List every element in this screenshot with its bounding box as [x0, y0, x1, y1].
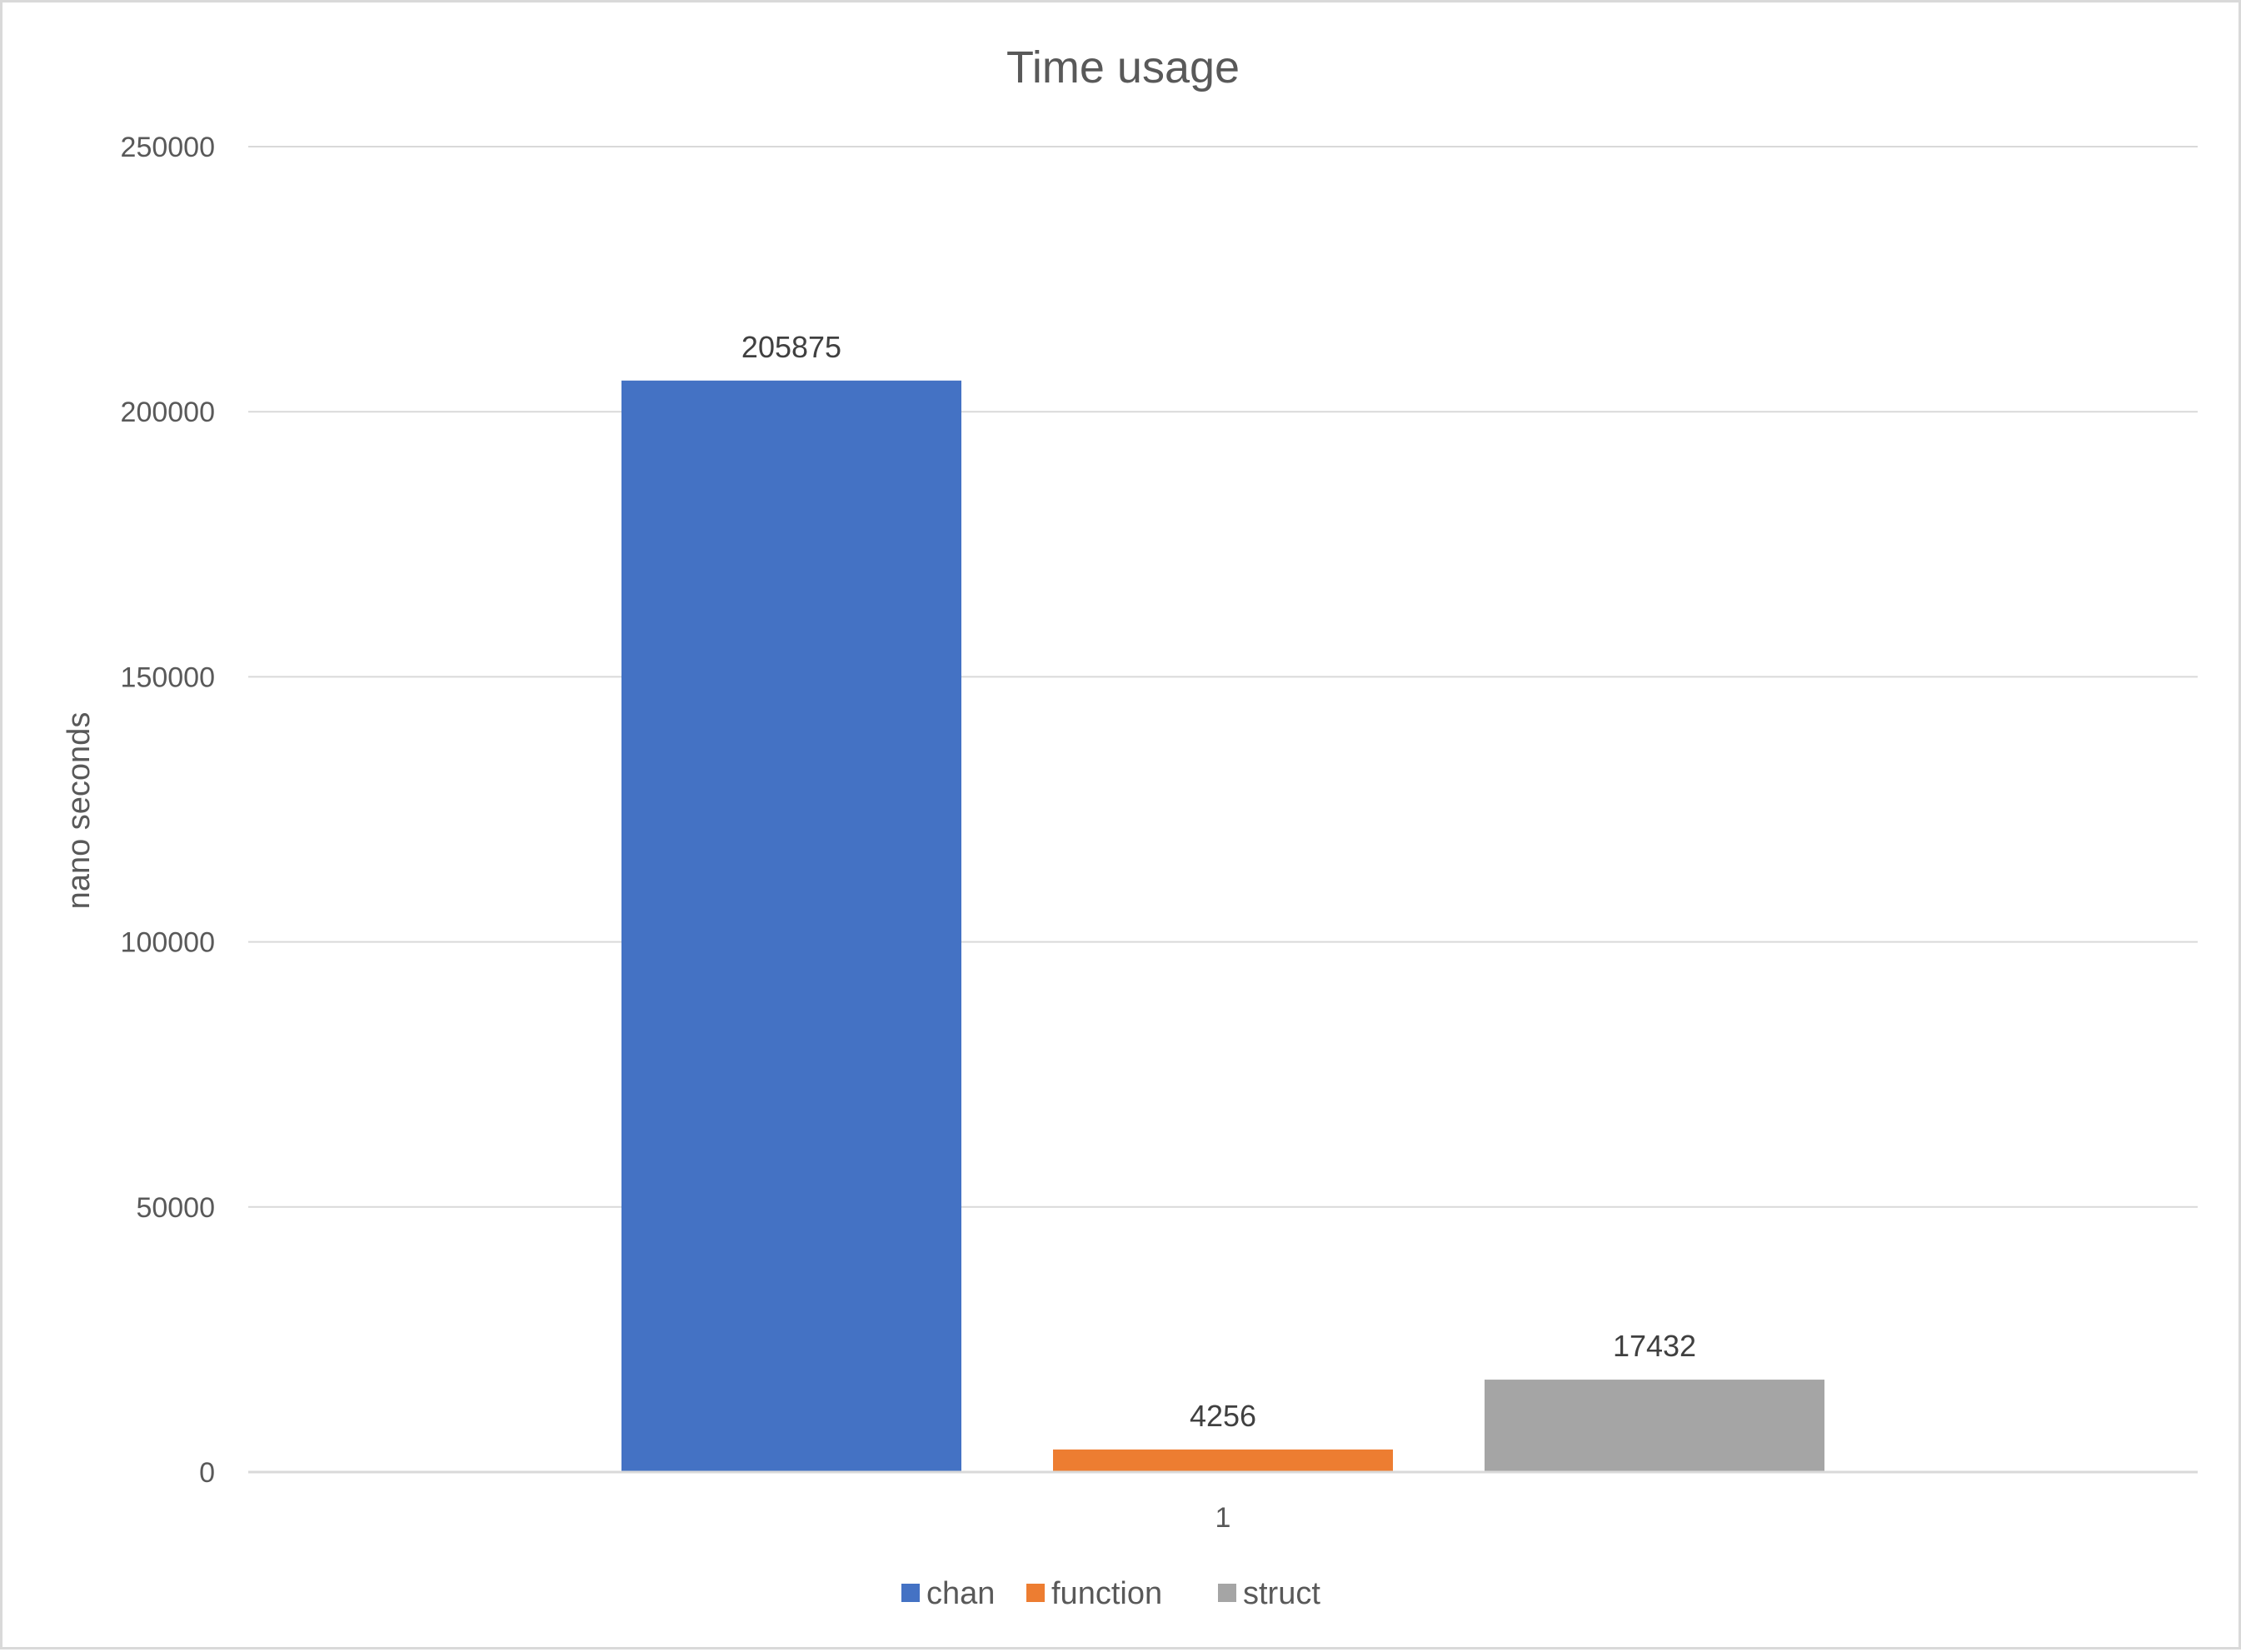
data-labels: 205875 4256 17432 [741, 330, 1696, 1433]
y-tick-label: 200000 [121, 397, 215, 428]
chart-title: Time usage [1006, 42, 1240, 92]
legend-swatch-function [1026, 1584, 1045, 1602]
legend-label-chan: chan [926, 1576, 995, 1611]
x-tick-label: 1 [1215, 1502, 1231, 1534]
y-tick-label: 150000 [121, 661, 215, 693]
y-axis-label: nano seconds [62, 712, 97, 910]
y-tick-label: 100000 [121, 927, 215, 959]
bars [621, 380, 1824, 1472]
legend-swatch-struct [1218, 1584, 1236, 1602]
bar-struct [1485, 1380, 1824, 1472]
y-tick-label: 250000 [121, 132, 215, 163]
legend-label-struct: struct [1243, 1576, 1320, 1611]
legend-swatch-chan [901, 1584, 920, 1602]
legend: chan function struct [901, 1576, 1320, 1611]
data-label-chan: 205875 [741, 330, 841, 364]
bar-chan [621, 380, 961, 1472]
bar-function [1053, 1449, 1393, 1472]
y-axis-ticks: 0 50000 100000 150000 200000 250000 [121, 132, 215, 1489]
y-tick-label: 50000 [136, 1192, 215, 1224]
x-axis-ticks: 1 [1215, 1502, 1231, 1534]
data-label-struct: 17432 [1613, 1329, 1696, 1363]
gridlines [248, 146, 2198, 1208]
data-label-function: 4256 [1190, 1399, 1256, 1433]
legend-label-function: function [1051, 1576, 1162, 1611]
y-tick-label: 0 [199, 1457, 215, 1489]
